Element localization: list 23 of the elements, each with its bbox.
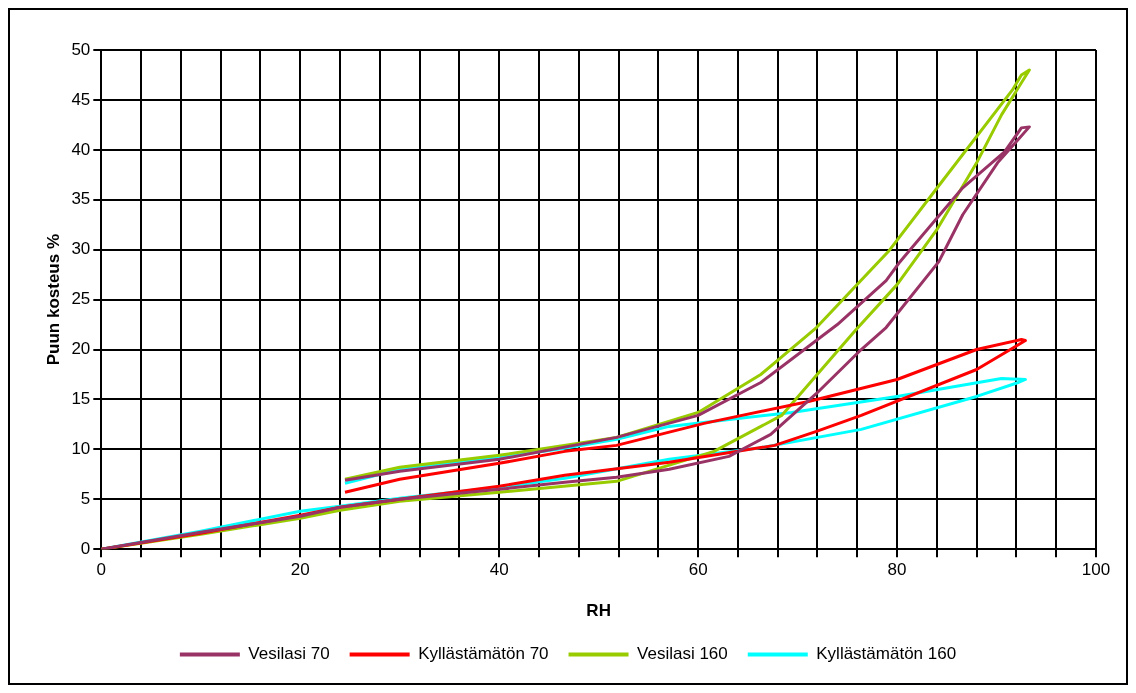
x-tick-label: 0	[96, 560, 107, 580]
legend-label: Kyllästämätön 160	[816, 644, 957, 664]
x-tick-label: 80	[887, 560, 907, 580]
y-tick-label: 20	[71, 339, 91, 359]
legend-label: Kyllästämätön 70	[418, 644, 549, 664]
y-tick-label: 0	[80, 538, 91, 558]
y-tick-label: 35	[71, 189, 91, 209]
y-tick-label: 10	[71, 439, 91, 459]
x-tick-label: 60	[688, 560, 708, 580]
y-tick-label: 50	[71, 39, 91, 59]
legend-label: Vesilasi 70	[248, 644, 330, 664]
y-tick-label: 25	[71, 289, 91, 309]
y-tick-label: 30	[71, 239, 91, 259]
y-tick-label: 45	[71, 89, 91, 109]
x-tick-label: 40	[489, 560, 509, 580]
y-tick-label: 5	[80, 488, 91, 508]
x-tick-label: 20	[290, 560, 310, 580]
y-tick-label: 40	[71, 139, 91, 159]
legend-label: Vesilasi 160	[637, 644, 728, 664]
x-tick-label: 100	[1081, 560, 1111, 580]
x-axis-title: RH	[586, 601, 611, 621]
y-tick-label: 15	[71, 389, 91, 409]
y-axis-title: Puun kosteus %	[43, 233, 63, 366]
